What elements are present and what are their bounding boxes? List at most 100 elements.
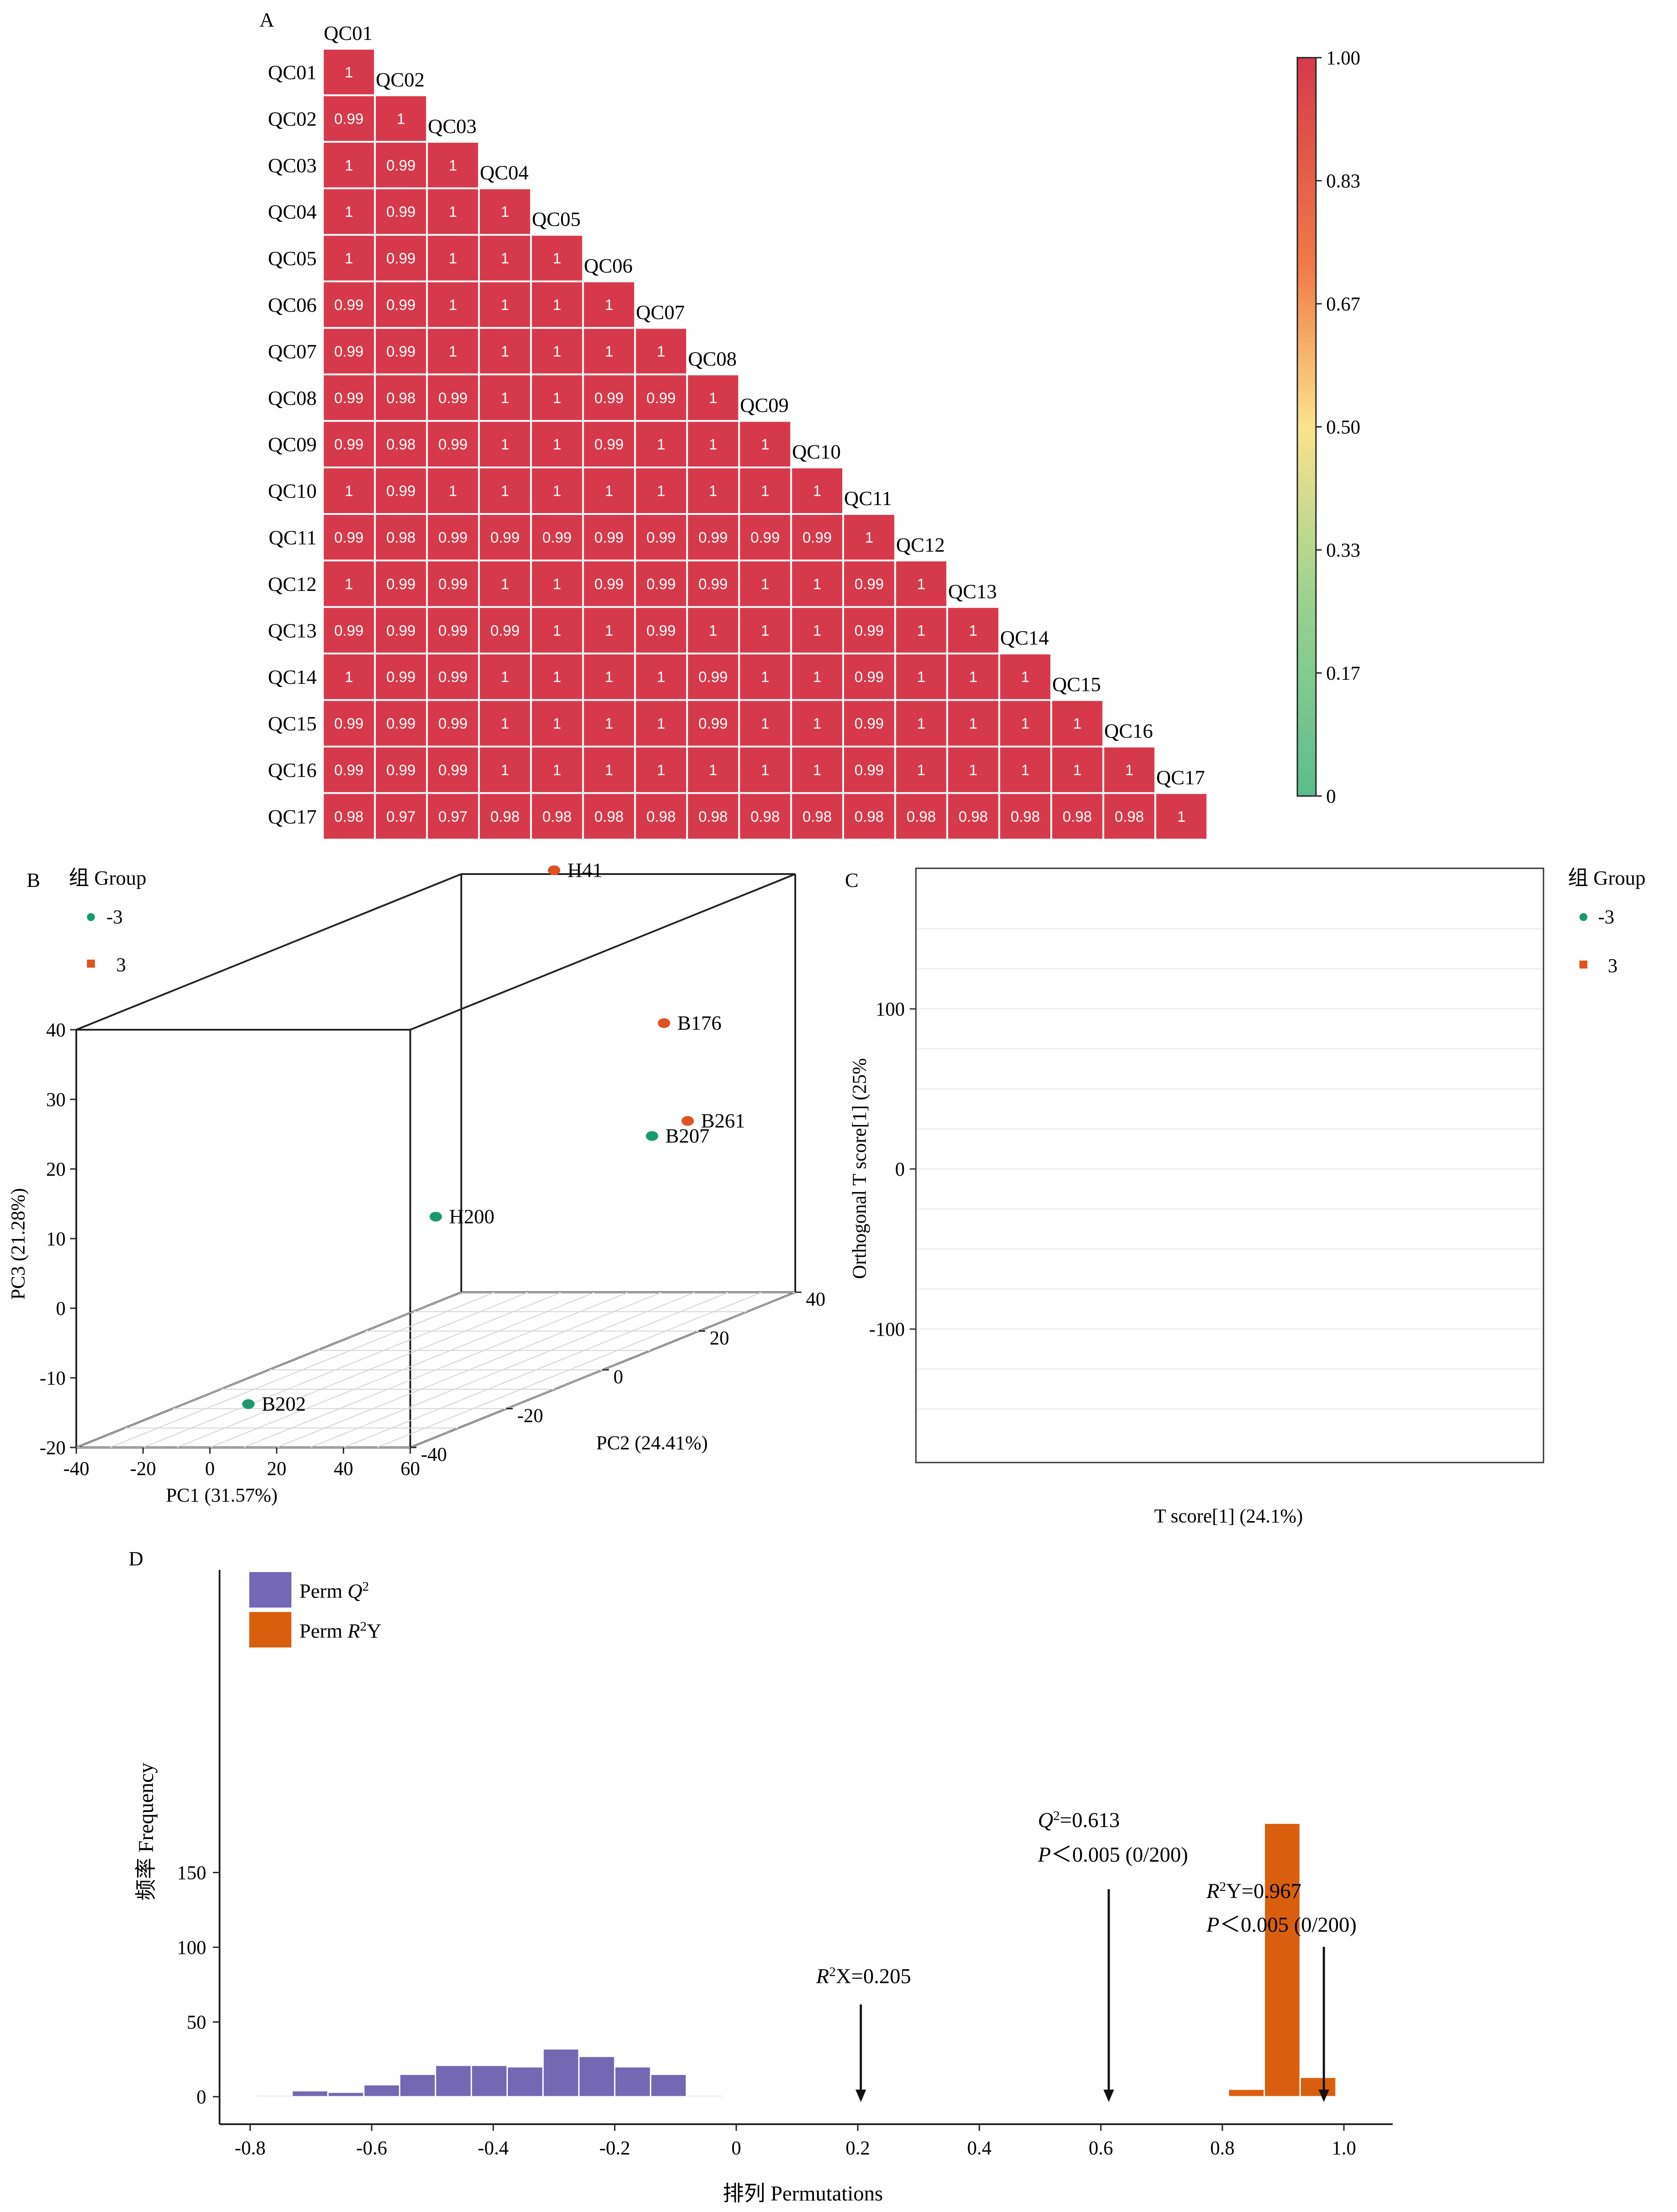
pc2-tick-label: -20 xyxy=(517,1405,543,1427)
pca-point-h200: H200 xyxy=(429,1205,495,1228)
heatmap-cell-value: 1 xyxy=(449,483,457,500)
heatmap-cell: 0.97 xyxy=(374,792,428,841)
heatmap-cell-value: 0.99 xyxy=(334,762,364,779)
heatmap-cell: 1 xyxy=(738,699,792,748)
heatmap-cell-value: 1 xyxy=(813,715,821,732)
heatmap-cell: 0.99 xyxy=(686,559,740,608)
heatmap-cell: 0.98 xyxy=(374,513,428,561)
panel-b-legend: 组 Group -3 3 xyxy=(69,867,146,976)
heatmap-cell: 1 xyxy=(738,606,792,655)
heatmap-cell-value: 1 xyxy=(917,622,925,639)
heatmap-cell-value: 1 xyxy=(605,343,613,360)
heatmap-cell: 0.99 xyxy=(582,373,636,422)
heatmap-column-label: QC11 xyxy=(844,487,892,510)
pca-point-b261: B261 xyxy=(681,1110,745,1132)
pc1-tick-label: -40 xyxy=(63,1458,90,1479)
heatmap-cell: 1 xyxy=(530,559,584,608)
heatmap-cell: 1 xyxy=(998,652,1053,701)
heatmap-cell-value: 0.99 xyxy=(438,622,467,639)
heatmap-cell: 0.98 xyxy=(1102,792,1156,841)
heatmap-cell-value: 1 xyxy=(449,343,457,360)
heatmap-cell-value: 1 xyxy=(345,576,353,592)
heatmap-cell-value: 1 xyxy=(1125,762,1134,779)
panel-d-letter: D xyxy=(129,1547,143,1570)
heatmap-cell-value: 1 xyxy=(813,483,821,500)
heatmap-row-label: QC03 xyxy=(268,154,317,176)
heatmap-row-label: QC01 xyxy=(268,61,317,83)
heatmap-cell-value: 1 xyxy=(605,483,613,500)
heatmap-row-label: QC10 xyxy=(268,480,317,502)
heatmap-cell-value: 1 xyxy=(813,576,821,592)
heatmap-cell: 1 xyxy=(790,652,844,701)
heatmap-cell: 1 xyxy=(322,652,376,701)
heatmap-cell-value: 1 xyxy=(553,715,561,732)
heatmap-cell-value: 0.99 xyxy=(334,110,364,127)
heatmap-cell: 1 xyxy=(322,141,376,189)
heatmap-cell: 0.98 xyxy=(582,792,636,841)
perm-r2y-bar xyxy=(1299,2076,1337,2098)
heatmap-cell-value: 0.99 xyxy=(646,390,676,407)
heatmap-cell: 0.99 xyxy=(842,745,896,794)
heatmap-cell-value: 1 xyxy=(553,250,561,267)
heatmap-cell: 1 xyxy=(738,467,792,515)
heatmap-cell: 0.99 xyxy=(842,559,896,608)
heatmap-cell-value: 0.99 xyxy=(490,529,519,546)
heatmap-cell: 1 xyxy=(530,699,584,748)
heatmap-cell: 0.98 xyxy=(374,420,428,469)
heatmap-row-label: QC17 xyxy=(268,805,317,828)
heatmap-cell-value: 0.99 xyxy=(594,529,624,546)
heatmap-cell-value: 0.99 xyxy=(438,669,467,686)
heatmap-cell: 1 xyxy=(738,420,792,469)
heatmap-cell-value: 0.99 xyxy=(855,669,884,686)
pca-point-h41: H41 xyxy=(548,859,603,881)
pc1-tick-label: -20 xyxy=(130,1458,156,1479)
orthogonal-tick-label: 0 xyxy=(895,1158,905,1180)
opls-axis-ticks: -30-20-1001020301000-100 xyxy=(869,998,916,1340)
heatmap-cell: 0.99 xyxy=(738,513,792,561)
heatmap-cell-value: 1 xyxy=(761,669,770,686)
legend-perm-r2y-swatch xyxy=(249,1612,291,1647)
heatmap-cell-value: 0.98 xyxy=(750,808,780,825)
heatmap-cell-value: 0.98 xyxy=(699,808,728,825)
heatmap-row-label: QC11 xyxy=(269,526,317,549)
heatmap-cell: 0.99 xyxy=(374,187,428,236)
perm-r2y-bar xyxy=(1264,1822,1301,2098)
heatmap-cell: 0.98 xyxy=(790,792,844,841)
heatmap-cell-value: 1 xyxy=(501,297,509,314)
annotation-r2y-p-value: P＜0.005 (0/200) xyxy=(1206,1913,1357,1937)
heatmap-cell-value: 1 xyxy=(501,762,509,779)
pca-point-label: H200 xyxy=(449,1205,495,1228)
legend-title: 组 Group xyxy=(1568,867,1646,889)
heatmap-cell-value: 0.99 xyxy=(334,297,364,314)
heatmap-cell-value: 1 xyxy=(501,343,509,360)
panel-d-legend: Perm Q2 Perm R2Y xyxy=(249,1572,381,1647)
heatmap-cell: 1 xyxy=(738,559,792,608)
heatmap-cell-value: 1 xyxy=(761,576,770,592)
legend-pos-marker xyxy=(87,960,95,968)
heatmap-cell: 1 xyxy=(530,280,584,329)
heatmap-cell-value: 1 xyxy=(761,622,770,639)
heatmap-cell-value: 1 xyxy=(501,390,509,407)
heatmap-cell-value: 0.99 xyxy=(855,762,884,779)
legend-neg-marker xyxy=(87,913,95,921)
colorbar-tick-label: 0.17 xyxy=(1326,663,1360,684)
perm-q2-bar xyxy=(614,2066,652,2098)
heatmap-cell-value: 0.98 xyxy=(907,808,936,825)
heatmap-cell-value: 1 xyxy=(969,622,978,639)
heatmap-cell-value: 0.99 xyxy=(386,250,416,267)
heatmap-cell-value: 1 xyxy=(553,622,561,639)
heatmap-cell: 0.99 xyxy=(374,280,428,329)
perm-q2-bar xyxy=(363,2084,401,2098)
permutation-tick-label: 0.8 xyxy=(1210,2137,1235,2159)
heatmap-cell: 1 xyxy=(530,467,584,515)
panel-c-letter: C xyxy=(845,869,859,891)
heatmap-cell: 0.99 xyxy=(322,327,376,376)
heatmap-cell-value: 1 xyxy=(761,483,770,500)
heatmap-cell: 1 xyxy=(322,187,376,236)
heatmap-cell: 1 xyxy=(790,467,844,515)
heatmap-cell-value: 1 xyxy=(657,715,665,732)
heatmap-cell-value: 0.99 xyxy=(594,390,624,407)
